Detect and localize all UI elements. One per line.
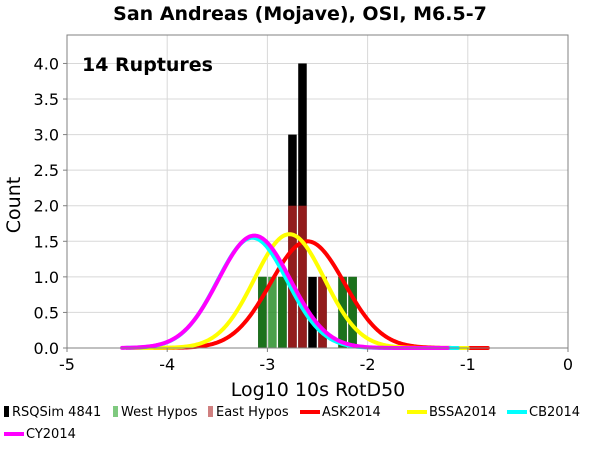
legend-item: ASK2014 [300, 405, 381, 420]
legend-swatch [208, 406, 213, 417]
legend-label: ASK2014 [322, 405, 381, 420]
x-tick-label: 0 [563, 355, 573, 374]
y-tick-label: 0.0 [34, 339, 59, 358]
legend-swatch [4, 406, 9, 417]
legend-label: East Hypos [216, 405, 289, 420]
x-tick-label: -3 [259, 355, 275, 374]
rupture-count-annotation: 14 Ruptures [82, 54, 213, 76]
histogram-bar [348, 276, 357, 348]
plot-frame [66, 34, 569, 349]
legend-item: RSQSim 4841 [4, 405, 101, 420]
y-tick-label: 0.5 [34, 303, 59, 322]
x-tick-label: -2 [360, 355, 376, 374]
y-tick-label: 2.5 [34, 161, 59, 180]
legend-label: West Hypos [121, 405, 198, 420]
histogram-bar [298, 205, 307, 348]
y-tick-label: 1.5 [34, 232, 59, 251]
x-tick-label: -1 [460, 355, 476, 374]
legend-label: CY2014 [26, 427, 76, 442]
y-tick-label: 2.0 [34, 197, 59, 216]
legend: RSQSim 4841 West Hypos East Hypos ASK2014 BS… [4, 405, 580, 442]
legend-item: West Hypos [113, 405, 198, 420]
histogram-bar [308, 276, 317, 348]
histogram-bar [278, 276, 287, 348]
histogram-bar [258, 276, 267, 348]
legend-swatch [113, 406, 118, 417]
legend-item: East Hypos [208, 405, 289, 420]
legend-label: CB2014 [529, 405, 580, 420]
histogram-bar [288, 205, 297, 348]
y-tick-label: 3.5 [34, 90, 59, 109]
y-axis-label: Count [3, 177, 25, 233]
plot-area: -5 -4 -3 -2 -1 0 0.0 0.5 1.0 1.5 2.0 2.5 3.0 3.5 4.0 14… [34, 34, 573, 374]
legend-item: CY2014 [4, 427, 76, 442]
x-axis-label: Log10 10s RotD50 [231, 379, 406, 401]
legend-item: BSSA2014 [407, 405, 496, 420]
chart-title: San Andreas (Mojave), OSI, M6.5-7 [113, 3, 487, 25]
legend-label: RSQSim 4841 [12, 405, 101, 420]
y-tick-label: 4.0 [34, 54, 59, 73]
legend-label: BSSA2014 [429, 405, 496, 420]
y-tick-label: 3.0 [34, 126, 59, 145]
x-tick-label: -4 [159, 355, 175, 374]
y-tick-label: 1.0 [34, 268, 59, 287]
legend-item: CB2014 [507, 405, 580, 420]
histogram-bar [318, 276, 327, 348]
plot-background [67, 35, 568, 348]
x-tick-label: -5 [59, 355, 75, 374]
histogram-bar [268, 276, 277, 348]
